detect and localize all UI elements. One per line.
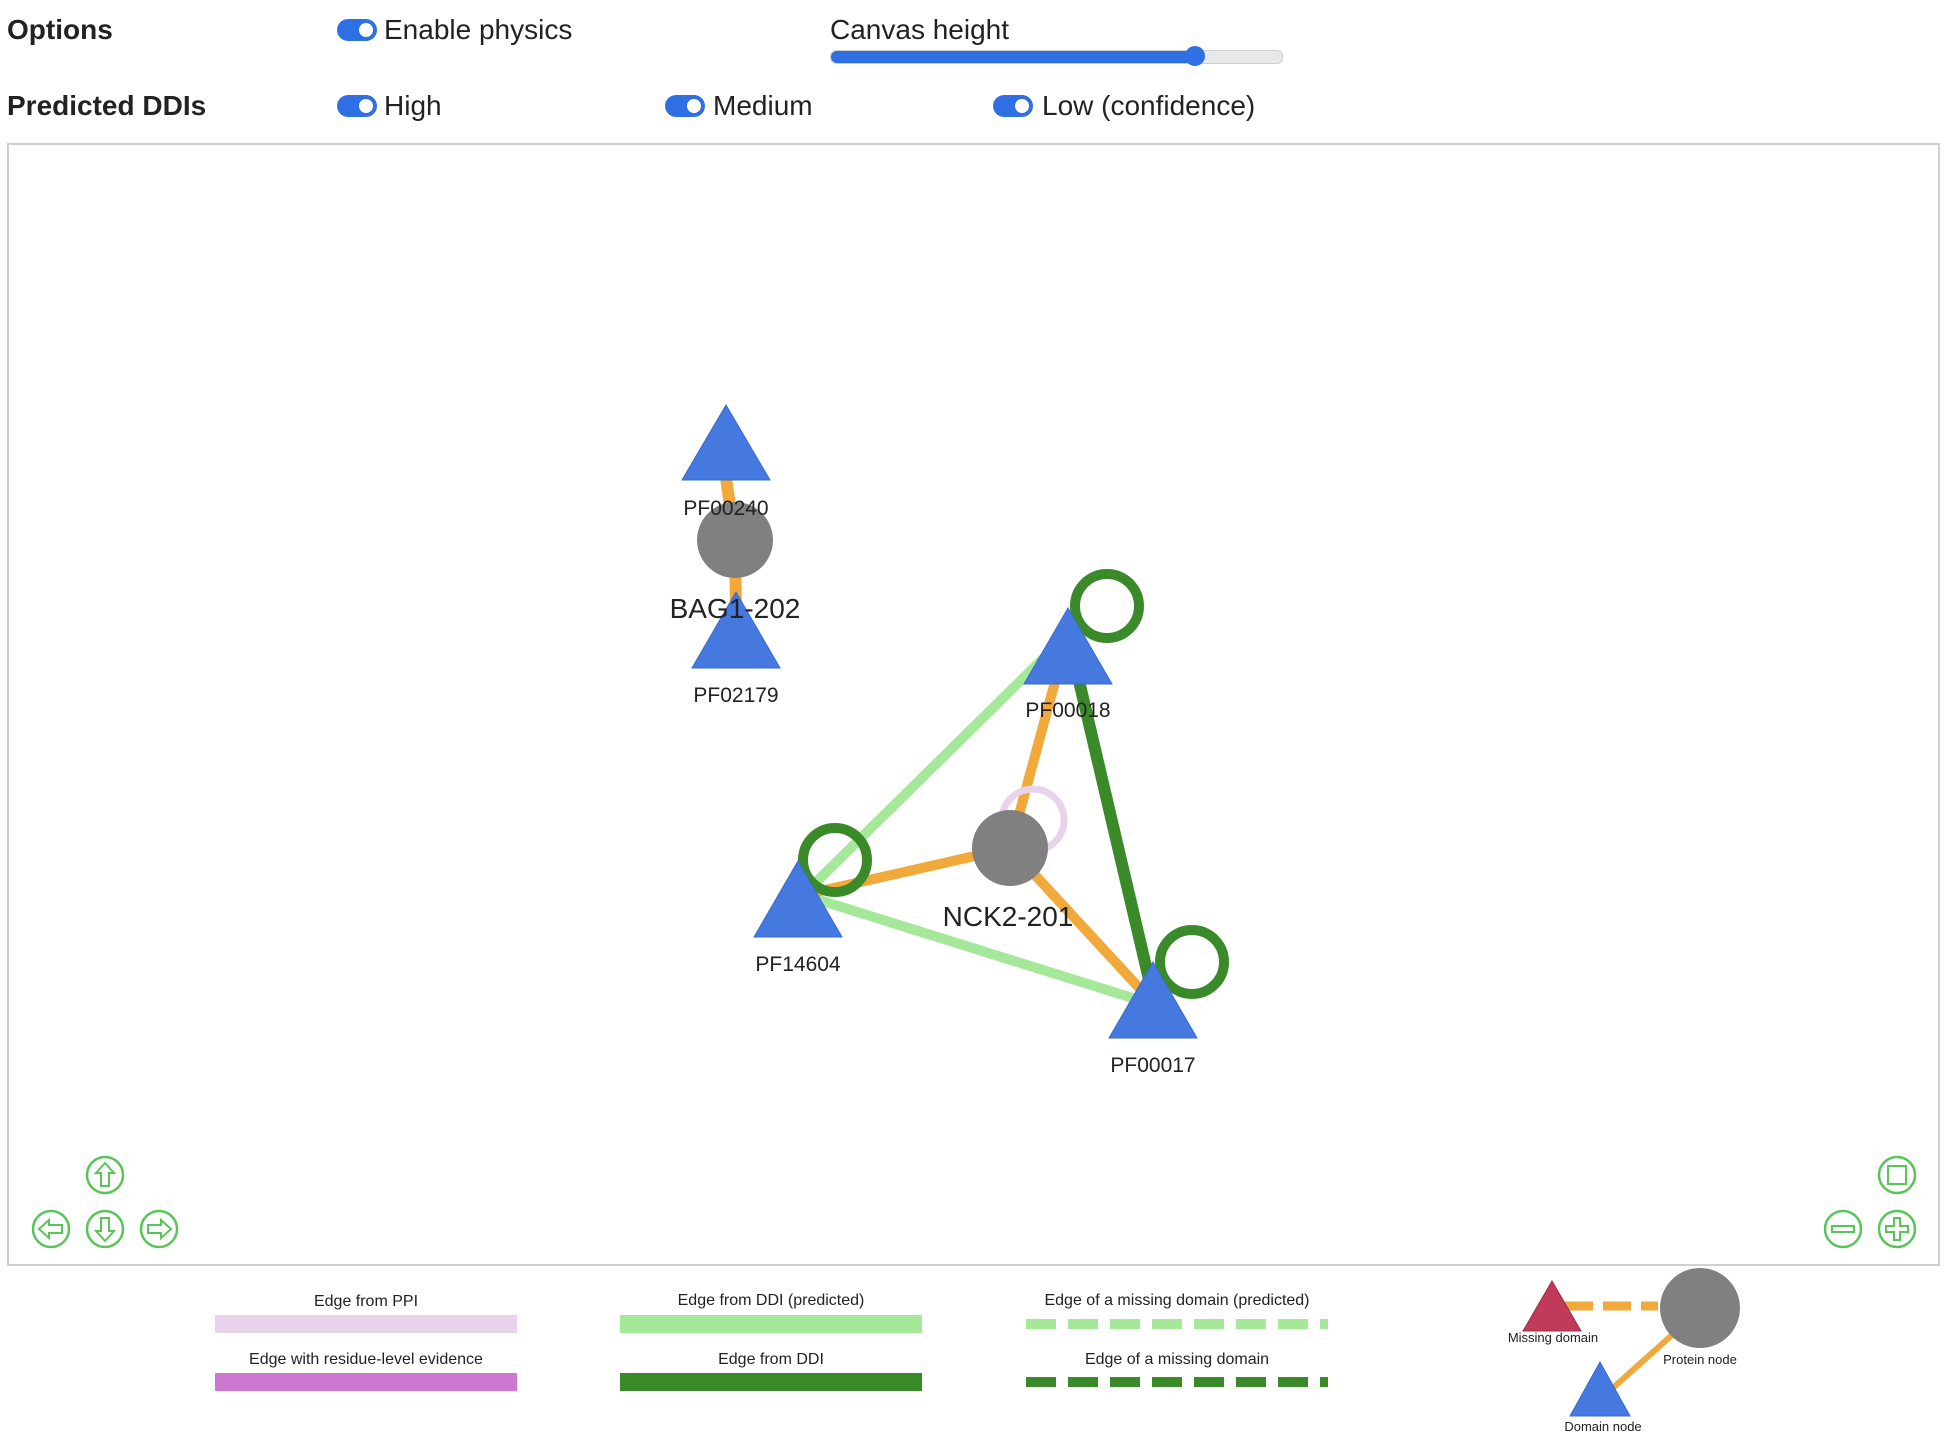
legend-label-missing-predicted: Edge of a missing domain (predicted) [1044, 1292, 1310, 1309]
plus-icon [1885, 1217, 1909, 1241]
legend-domain-node-label: Domain node [1564, 1419, 1641, 1434]
arrow-left-icon [37, 1217, 63, 1241]
legend-label-residue: Edge with residue-level evidence [249, 1351, 483, 1368]
legend-domain-node [1569, 1360, 1631, 1417]
canvas-height-slider[interactable] [830, 50, 1283, 64]
canvas-height-slider-thumb[interactable] [1185, 46, 1206, 66]
domain-node-pf00018[interactable] [1023, 607, 1113, 685]
legend-swatch-residue [215, 1373, 517, 1391]
domain-node-pf00240[interactable] [681, 404, 771, 481]
minus-icon [1831, 1225, 1855, 1233]
legend-missing-domain-node [1522, 1280, 1582, 1332]
zoom-out-button[interactable] [1823, 1209, 1863, 1249]
enable-physics-label: Enable physics [384, 14, 573, 45]
enable-physics-toggle[interactable] [337, 19, 377, 41]
protein-node-nck2[interactable] [972, 810, 1048, 886]
protein-node-bag1[interactable] [697, 502, 773, 578]
domain-node-pf02179[interactable] [691, 591, 781, 669]
legend-protein-node [1660, 1268, 1740, 1348]
legend-protein-node-label: Protein node [1663, 1352, 1737, 1367]
nav-left-button[interactable] [31, 1209, 71, 1249]
domain-node-pf14604[interactable] [753, 860, 843, 938]
domain-node-pf00017[interactable] [1108, 961, 1198, 1039]
self-loop-ddi-pf14604 [798, 823, 872, 897]
self-loop-ddi-pf00018 [1070, 569, 1144, 643]
canvas-height-label: Canvas height [830, 14, 1010, 45]
legend-swatch-ddi-predicted [620, 1315, 922, 1333]
edge-ddi-predicted-pf14604-pf00017 [801, 890, 1157, 1010]
nav-right-button[interactable] [139, 1209, 179, 1249]
label-pf00017: PF00017 [1110, 1054, 1195, 1077]
canvas-height-slider-fill [831, 51, 1197, 63]
arrow-right-icon [147, 1217, 173, 1241]
legend-missing-domain-label: Missing domain [1508, 1330, 1598, 1345]
fit-view-button[interactable] [1877, 1155, 1917, 1195]
label-nck2: NCK2-201 [943, 901, 1074, 932]
legend-label-ddi: Edge from DDI [718, 1351, 824, 1368]
self-loop-ddi-pf00017 [1155, 925, 1229, 999]
label-pf00240: PF00240 [683, 497, 768, 520]
high-label: High [384, 90, 442, 121]
medium-toggle[interactable] [665, 95, 705, 117]
legend-label-ppi: Edge from PPI [313, 1293, 419, 1310]
legend-swatch-ppi [215, 1315, 517, 1333]
low-toggle[interactable] [993, 95, 1033, 117]
label-pf14604: PF14604 [755, 953, 841, 976]
edge-ddi-pf00018-pf00017 [1062, 632, 1161, 1007]
arrow-down-icon [93, 1217, 117, 1243]
options-label: Options [7, 14, 113, 45]
network-canvas[interactable] [7, 143, 1940, 1266]
legend-label-ddi-predicted: Edge from DDI (predicted) [677, 1292, 865, 1309]
zoom-in-button[interactable] [1877, 1209, 1917, 1249]
nav-down-button[interactable] [85, 1209, 125, 1249]
edge-ddi-predicted-pf00018-pf14604 [799, 630, 1072, 899]
predicted-ddis-label: Predicted DDIs [7, 90, 207, 121]
low-label: Low (confidence) [1042, 90, 1256, 121]
legend-label-missing: Edge of a missing domain [1084, 1351, 1270, 1368]
nav-up-button[interactable] [85, 1155, 125, 1195]
arrow-up-icon [93, 1161, 117, 1187]
label-bag1: BAG1-202 [670, 593, 801, 624]
fit-view-icon [1887, 1165, 1907, 1185]
medium-label: Medium [713, 90, 813, 121]
label-pf02179: PF02179 [693, 684, 778, 707]
high-toggle[interactable] [337, 95, 377, 117]
legend-swatch-ddi [620, 1373, 922, 1391]
label-pf00018: PF00018 [1025, 699, 1110, 722]
